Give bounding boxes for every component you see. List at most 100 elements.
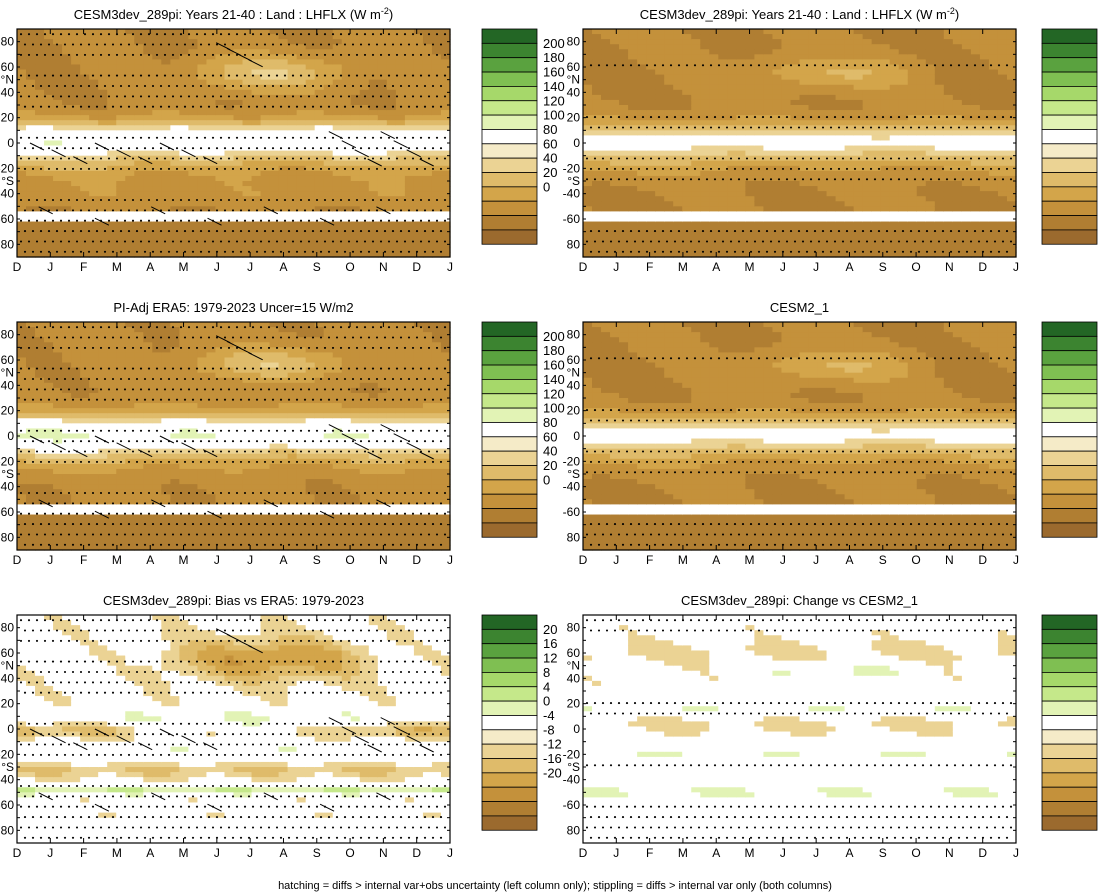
heatmap-cell [673,69,683,76]
stipple-dot [115,198,119,202]
heatmap-cell [763,59,774,66]
heatmap-cell [763,84,774,91]
heatmap-cell [431,79,442,86]
stipple-dot [195,157,199,160]
heatmap-cell [305,125,316,131]
heatmap-cell [287,44,298,50]
heatmap-cell [269,39,280,45]
heatmap-cell [431,251,442,258]
heatmap-cell [413,160,424,167]
heatmap-cell [682,74,692,81]
heatmap-cell [197,221,208,228]
heatmap-cell [610,59,620,66]
heatmap-cell [296,226,307,233]
heatmap-cell [224,216,235,223]
heatmap-cell [745,130,755,136]
heatmap-cell [323,241,334,248]
heatmap-cell [440,201,451,207]
heatmap-cell [592,201,602,207]
heatmap-cell [772,206,783,212]
heatmap-cell [80,59,90,66]
heatmap-cell [251,135,262,142]
stipple-dot [247,209,251,212]
heatmap-cell [170,69,180,76]
heatmap-cell [44,84,54,91]
heatmap-cell [341,125,352,131]
heatmap-cell [341,34,352,40]
heatmap-cell [763,135,774,142]
heatmap-cell [646,221,656,228]
heatmap-cell [17,84,27,91]
stipple-dot [307,198,311,202]
heatmap-cell [889,135,900,142]
heatmap-cell [251,201,262,207]
heatmap-cell [323,246,334,253]
heatmap-cell [107,216,117,223]
heatmap-cell [170,89,180,96]
heatmap-cell [637,150,647,157]
heatmap-cell [152,34,162,40]
heatmap-cell [17,236,27,243]
heatmap-cell [826,99,837,106]
heatmap-cell [98,29,108,35]
heatmap-cell [745,181,755,187]
heatmap-cell [440,79,451,86]
stipple-dot [95,43,99,46]
heatmap-cell [296,216,307,223]
heatmap-cell [35,44,45,50]
heatmap-cell [790,186,801,192]
heatmap-cell [359,110,370,116]
heatmap-cell [359,145,370,152]
heatmap-cell [763,29,774,35]
heatmap-cell [395,94,406,101]
stipple-dot [231,230,235,233]
heatmap-cell [440,140,451,147]
heatmap-cell [709,34,719,40]
stipple-dot [43,33,47,36]
heatmap-cell [116,84,126,91]
heatmap-cell [718,34,728,40]
heatmap-cell [736,110,746,116]
stipple-dot [307,219,311,222]
heatmap-cell [116,125,126,131]
heatmap-cell [341,201,352,207]
stipple-dot [403,240,407,243]
heatmap-cell [601,196,611,202]
heatmap-cell [80,236,90,243]
heatmap-cell [844,49,855,55]
stipple-dot [227,74,231,77]
heatmap-cell [718,135,728,142]
heatmap-cell [808,59,819,66]
heatmap-cell [673,206,683,212]
heatmap-cell [152,29,162,35]
heatmap-cell [62,39,72,45]
heatmap-cell [161,44,171,50]
heatmap-cell [646,54,656,60]
heatmap-cell [35,150,45,157]
stipple-dot [247,105,251,108]
heatmap-cell [161,125,171,131]
heatmap-cell [89,201,99,207]
heatmap-cell [718,49,728,55]
heatmap-cell [44,246,54,253]
stipple-dot [227,157,231,160]
heatmap-cell [116,186,126,192]
heatmap-cell [89,29,99,35]
heatmap-cell [898,196,909,202]
heatmap-cell [736,231,746,238]
heatmap-cell [781,221,792,228]
heatmap-cell [709,196,719,202]
heatmap-cell [251,79,262,86]
heatmap-cell [242,125,253,131]
heatmap-cell [907,69,918,76]
heatmap-cell [188,79,199,86]
heatmap-cell [440,175,451,182]
heatmap-cell [359,251,370,258]
heatmap-cell [916,211,927,218]
heatmap-cell [179,54,189,60]
heatmap-cell [664,69,674,76]
stipple-dot [179,198,183,202]
heatmap-cell [17,211,27,218]
heatmap-cell [134,211,144,218]
heatmap-cell [422,226,433,233]
